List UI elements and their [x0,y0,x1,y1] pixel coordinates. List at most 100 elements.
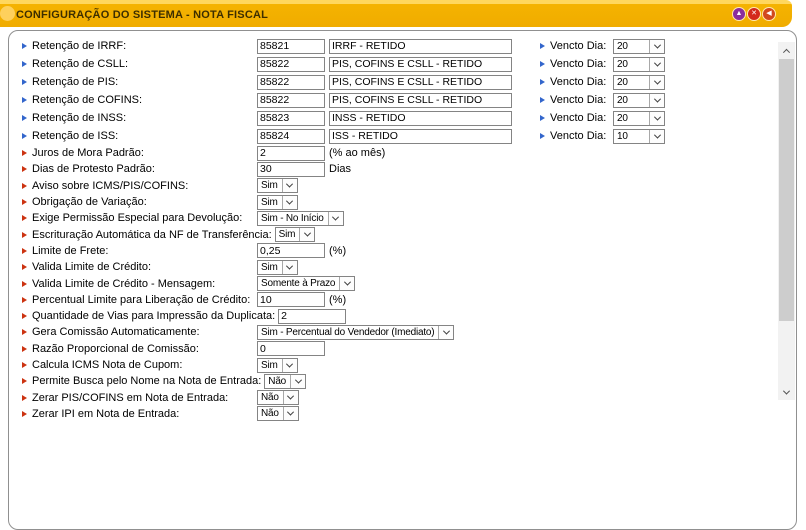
option-row: Valida Limite de Crédito - Mensagem: Some… [22,275,766,292]
unit-label: Dias [329,163,352,176]
option-row: Limite de Frete: (%) [22,243,766,259]
title-bar-notch [0,6,15,21]
value-input[interactable] [257,161,325,177]
select-chevron-icon [649,129,664,143]
bullet-arrow-icon [22,296,32,303]
field-label: Quantidade de Vias para Impressão da Dup… [32,310,276,323]
bullet-arrow-icon [540,79,550,85]
value-select[interactable]: Não [257,406,299,422]
scroll-up-button[interactable] [778,42,795,57]
value-select[interactable]: Sim [257,194,298,210]
bullet-arrow-icon [22,166,32,173]
scroll-top-button[interactable]: ▲ [732,7,746,21]
value-select[interactable]: Não [264,373,307,389]
option-row: Zerar PIS/COFINS em Nota de Entrada: Não [22,389,766,406]
vencto-group: Vencto Dia: 20 [540,92,665,108]
option-row: Zerar IPI em Nota de Entrada: Não [22,406,766,422]
field-label: Permite Busca pelo Nome na Nota de Entra… [32,375,262,388]
retention-row: Retenção de COFINS: Vencto Dia: 20 [22,91,766,109]
field-label: Valida Limite de Crédito: [32,261,152,274]
code-input[interactable] [257,38,325,54]
retention-row: Retenção de INSS: Vencto Dia: 20 [22,109,766,127]
select-chevron-icon [282,407,298,421]
option-row: Razão Proporcional de Comissão: [22,341,766,357]
vencto-dia-select[interactable]: 20 [613,74,665,90]
field-label: Retenção de IRRF: [32,40,127,52]
close-button[interactable]: ✕ [747,7,761,21]
value-input[interactable] [257,341,325,357]
retention-row: Retenção de CSLL: Vencto Dia: 20 [22,55,766,73]
retention-row: Retenção de IRRF: Vencto Dia: 20 [22,37,766,55]
bullet-arrow-icon [22,182,32,189]
description-input[interactable] [329,110,512,126]
vencto-label: Vencto Dia: [550,94,607,106]
option-row: Exige Permissão Especial para Devolução:… [22,210,766,226]
field-label: Razão Proporcional de Comissão: [32,342,199,355]
value-input[interactable] [257,145,325,161]
value-select[interactable]: Sim [274,227,316,243]
select-chevron-icon [282,391,298,405]
description-input[interactable] [329,38,512,54]
value-input[interactable] [257,292,325,308]
bullet-arrow-icon [22,43,32,49]
value-input[interactable] [278,308,347,324]
option-row: Permite Busca pelo Nome na Nota de Entra… [22,373,766,389]
description-input[interactable] [329,74,512,90]
scroll-down-button[interactable] [778,385,795,400]
code-input[interactable] [257,110,325,126]
value-select[interactable]: Não [257,390,299,406]
code-input[interactable] [257,128,325,144]
vencto-dia-select[interactable]: 20 [613,110,665,126]
value-select[interactable]: Sim [257,357,298,373]
field-label: Limite de Frete: [32,244,109,257]
bullet-arrow-icon [22,280,32,287]
bullet-arrow-icon [22,61,32,67]
select-chevron-icon [290,374,306,388]
bullet-arrow-icon [540,133,550,139]
scrollbar[interactable] [778,42,795,400]
value-select[interactable]: Sim [257,178,298,194]
vencto-label: Vencto Dia: [550,112,607,124]
retention-row: Retenção de PIS: Vencto Dia: 20 [22,73,766,91]
scrollbar-thumb[interactable] [779,59,794,321]
field-label: Aviso sobre ICMS/PIS/COFINS: [32,179,189,192]
code-input[interactable] [257,92,325,108]
code-input[interactable] [257,56,325,72]
field-label: Retenção de COFINS: [32,94,143,106]
retention-row: Retenção de ISS: Vencto Dia: 10 [22,127,766,145]
unit-label: (% ao mês) [329,147,386,160]
option-row: Juros de Mora Padrão: (% ao mês) [22,145,766,161]
description-input[interactable] [329,128,512,144]
bullet-arrow-icon [22,231,32,238]
vencto-dia-select[interactable]: 10 [613,128,665,144]
back-button[interactable]: ◀ [762,7,776,21]
bullet-arrow-icon [22,150,32,157]
description-input[interactable] [329,92,512,108]
value-select[interactable]: Somente à Prazo [257,276,356,292]
bullet-arrow-icon [22,97,32,103]
description-input[interactable] [329,56,512,72]
value-select[interactable]: Sim - Percentual do Vendedor (Imediato) [257,324,455,340]
unit-label: (%) [329,293,347,306]
select-chevron-icon [299,228,315,242]
select-chevron-icon [649,75,664,89]
bullet-arrow-icon [22,362,32,368]
code-input[interactable] [257,74,325,90]
field-label: Retenção de PIS: [32,76,119,88]
value-input[interactable] [257,243,325,259]
vencto-dia-select[interactable]: 20 [613,56,665,72]
vencto-dia-select[interactable]: 20 [613,38,665,54]
value-select[interactable]: Sim - No Início [257,210,344,226]
field-label: Escrituração Automática da NF de Transfe… [32,228,272,241]
bullet-arrow-icon [22,133,32,139]
value-select[interactable]: Sim [257,259,298,275]
select-chevron-icon [327,211,343,225]
field-label: Dias de Protesto Padrão: [32,163,155,176]
field-label: Retenção de CSLL: [32,58,129,70]
vencto-dia-select[interactable]: 20 [613,92,665,108]
option-row: Quantidade de Vias para Impressão da Dup… [22,308,766,324]
header-buttons: ▲ ✕ ◀ [732,7,776,21]
field-label: Exige Permissão Especial para Devolução: [32,212,243,225]
field-label: Obrigação de Variação: [32,196,147,209]
